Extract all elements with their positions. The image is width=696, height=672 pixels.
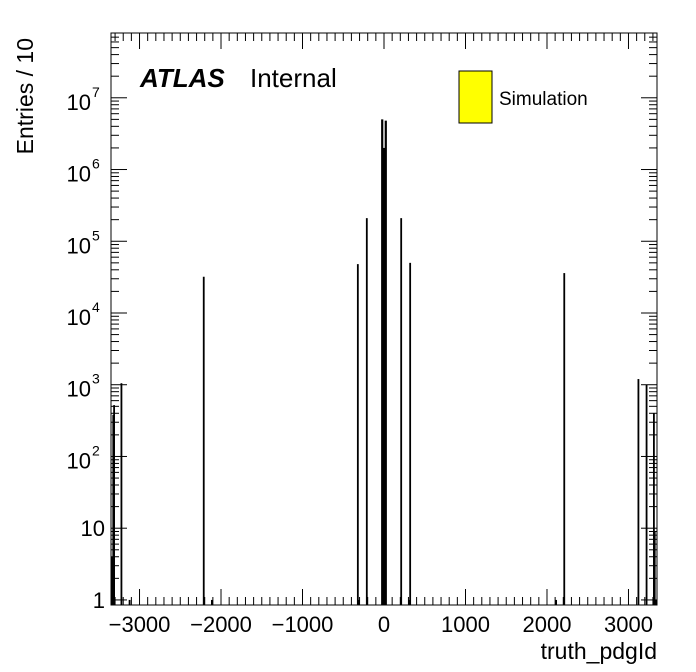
bars-group — [111, 119, 657, 606]
bar — [645, 384, 648, 605]
y-tick-label: 1 — [93, 588, 105, 613]
bar — [365, 218, 368, 605]
bar — [400, 218, 403, 605]
y-tick-label-exponent: 3 — [92, 371, 100, 387]
bar — [653, 531, 656, 605]
bar — [384, 120, 387, 606]
y-axis-title: Entries / 10 — [12, 38, 38, 154]
y-tick-label: 10 — [67, 377, 91, 402]
y-tick-label-exponent: 6 — [92, 156, 100, 172]
y-tick-label-exponent: 2 — [92, 442, 100, 458]
legend-label: Simulation — [499, 89, 588, 110]
y-tick-label: 10 — [67, 90, 91, 115]
bar — [654, 599, 657, 605]
bar — [111, 556, 114, 605]
x-tick-label: 1000 — [441, 612, 490, 637]
bar — [120, 383, 123, 605]
y-axis-ticks — [111, 32, 657, 601]
y-tick-label: 10 — [67, 448, 91, 473]
bar — [653, 413, 655, 605]
x-tick-label: −2000 — [190, 612, 252, 637]
y-tick-label-exponent: 5 — [92, 227, 100, 243]
y-tick-label-exponent: 7 — [92, 84, 100, 100]
legend-swatch — [458, 70, 493, 124]
bar — [563, 273, 566, 605]
bar — [357, 599, 360, 605]
y-tick-label: 10 — [81, 516, 105, 541]
bar — [356, 264, 359, 605]
y-tick-label: 10 — [67, 162, 91, 187]
x-tick-label: −1000 — [272, 612, 334, 637]
y-tick-label-exponent: 4 — [92, 299, 100, 315]
x-tick-label: 3000 — [604, 612, 653, 637]
bar — [202, 276, 205, 605]
x-tick-label: −3000 — [109, 612, 171, 637]
bar — [381, 119, 384, 605]
x-axis-title: truth_pdgId — [541, 638, 657, 664]
x-axis-tick-labels: −3000 −2000 −1000 0 1000 2000 3000 — [109, 612, 653, 637]
bar — [382, 147, 386, 605]
atlas-label: ATLAS — [139, 63, 225, 93]
bar — [210, 599, 213, 605]
bar — [128, 599, 131, 605]
x-tick-label: 0 — [378, 612, 390, 637]
x-axis-ticks — [114, 33, 654, 605]
internal-label: Internal — [250, 63, 337, 93]
bar — [409, 262, 412, 605]
x-tick-label: 2000 — [523, 612, 572, 637]
bar — [408, 599, 411, 605]
bar — [555, 599, 558, 605]
bar — [637, 379, 640, 605]
bar — [113, 405, 115, 605]
y-tick-label: 10 — [67, 233, 91, 258]
y-tick-label: 10 — [67, 305, 91, 330]
